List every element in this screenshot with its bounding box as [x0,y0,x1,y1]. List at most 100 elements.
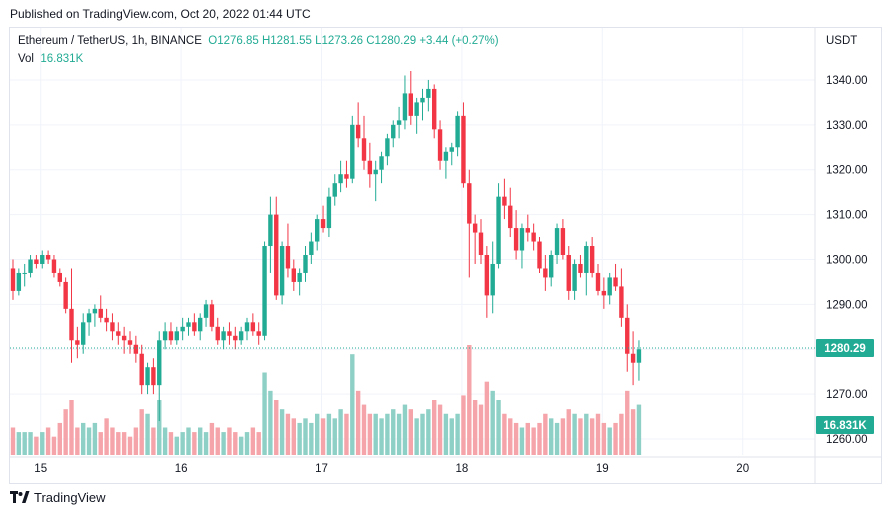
current-price-tag [816,338,874,357]
candle [186,317,191,336]
candle-body [315,219,320,242]
candle [543,255,548,291]
candle [145,362,150,395]
open-value: O1276.85 [208,35,259,47]
candle [151,358,156,395]
volume-bar [250,427,256,455]
volume-bar [98,432,103,455]
candle-body [496,196,501,264]
candle-body [355,124,361,139]
volume-bar [279,409,285,455]
candle [326,187,332,238]
candle-body [51,259,57,273]
candles [10,70,642,422]
candle-body [502,196,507,206]
volume-bar [455,413,460,455]
volume-bar [145,413,150,455]
volume-bar [139,409,144,455]
candle [57,268,62,287]
candle [636,340,642,381]
candle-body [531,232,536,242]
candle [285,223,291,278]
candle-body [34,259,39,264]
candle [619,268,624,327]
published-note: Published on TradingView.com, Oct 20, 20… [10,7,311,21]
candle-body [45,255,51,260]
candle-body [607,277,612,296]
volume-bar [227,427,232,455]
candle-body [350,124,355,179]
candle [133,335,139,363]
candle [373,160,378,202]
candle [303,246,308,282]
candle [238,326,244,345]
volume-bar [86,427,92,455]
volume-bar [584,413,589,455]
volume-bar [326,413,332,455]
volume-bar [589,418,595,455]
candle-body [57,272,62,282]
candle [198,313,203,341]
currency-label: USDT [826,35,858,47]
volume-bar [244,432,250,455]
footer-brand[interactable]: TradingView [10,490,106,505]
candle [209,299,215,332]
candle-body [513,228,519,251]
candle [51,255,57,278]
volume-bar [408,409,413,455]
candle-body [10,268,16,291]
x-tick-label: 20 [736,463,749,475]
candle-body [133,344,139,354]
volume-bar [51,436,57,455]
volume-bar [303,418,308,455]
candle-body [537,241,542,269]
candle-body [484,255,490,296]
volume-bar [297,422,302,455]
candle-body [244,322,250,332]
volume-bar [508,418,513,455]
high-value: H1281.55 [261,35,312,47]
candle-body [116,331,121,336]
candle [367,142,373,188]
candle-body [192,322,197,332]
volume-bar [63,409,68,455]
candle-body [437,129,443,161]
candle [320,205,326,233]
candle-body [63,281,68,309]
volume-bar [198,427,203,455]
candle-body [549,255,554,278]
candle-body [385,138,390,157]
candle [443,147,449,179]
candle-body [344,174,349,179]
candle-body [519,228,525,251]
volume-bar [619,413,624,455]
volume-bar [203,432,209,455]
y-tick-label: 1260.00 [826,434,868,446]
candle-body [426,88,431,98]
candle-body [227,331,232,336]
candle [297,268,302,296]
candle-body [268,214,273,247]
candle-body [81,322,86,345]
candle-body [86,313,92,323]
candle [162,322,168,350]
volume-bar [40,432,45,455]
y-tick-label: 1310.00 [826,210,868,222]
candle-body [595,272,601,291]
candle-body [449,147,454,152]
candle-body [174,331,179,341]
candle-body [636,349,642,363]
volume-bar [636,404,642,455]
y-tick-label: 1300.00 [826,254,868,266]
candle-body [209,304,215,327]
volume-bar [554,422,560,455]
volume-bar [34,436,39,455]
volume-bar [162,427,168,455]
candle [180,317,185,341]
candle [309,232,314,264]
volume-bar [45,427,51,455]
volume-bar [192,432,197,455]
candle-body [215,326,220,341]
volume-bar [513,422,519,455]
